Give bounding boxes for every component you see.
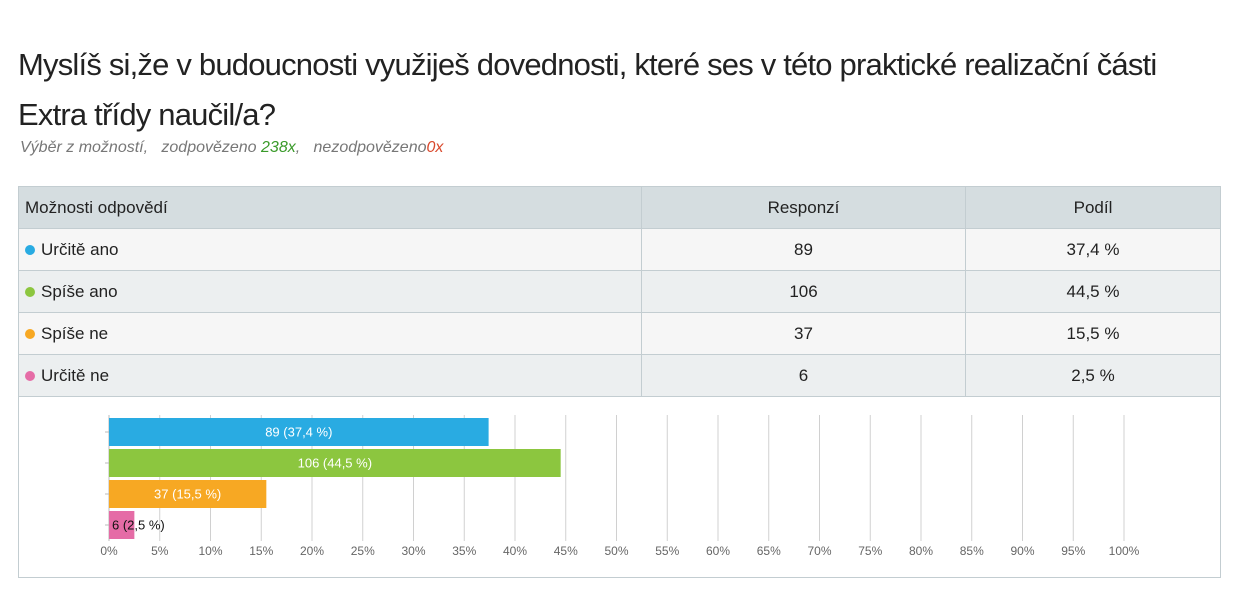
cell-text: 44,5 % — [1066, 281, 1120, 301]
table-row: Spíše ano 106 44,5 % — [18, 270, 1221, 313]
x-tick-label: 85% — [960, 544, 984, 558]
x-tick-label: 40% — [503, 544, 527, 558]
unanswered-label: nezodpovězeno — [313, 139, 427, 156]
cell-text: 2,5 % — [1071, 365, 1115, 385]
cell-text: 15,5 % — [1066, 323, 1120, 343]
legend-dot — [25, 328, 35, 339]
x-tick-label: 25% — [351, 544, 375, 558]
table-cell: 6 — [641, 354, 966, 397]
answered-label: zodpovězeno — [161, 139, 257, 156]
cell-text: 106 — [789, 281, 818, 301]
header-row: Možnosti odpovědí Responzí Podíl — [18, 186, 1221, 229]
bar — [109, 449, 561, 477]
x-tick-label: 70% — [807, 544, 831, 558]
x-tick-label: 75% — [858, 544, 882, 558]
x-tick-label: 95% — [1061, 544, 1085, 558]
results-table: Možnosti odpovědí Responzí Podíl Určitě an… — [18, 186, 1221, 397]
cell-text: Spíše ne — [41, 323, 109, 343]
x-tick-label: 10% — [198, 544, 222, 558]
value-label: 106 (44,5 %) — [298, 455, 372, 470]
bar — [109, 418, 489, 446]
table-row: Spíše ne 37 15,5 % — [18, 312, 1221, 355]
legend-dot — [25, 370, 35, 381]
x-tick-label: 5% — [151, 544, 169, 558]
table-cell: 89 — [641, 228, 966, 271]
x-tick-label: 20% — [300, 544, 324, 558]
x-tick-label: 50% — [604, 544, 628, 558]
column-header: Možnosti odpovědí — [18, 186, 642, 229]
table-cell: 44,5 % — [965, 270, 1221, 313]
cell-text: 37,4 % — [1066, 239, 1120, 259]
x-tick-label: 30% — [401, 544, 425, 558]
legend-dot — [25, 244, 35, 255]
x-tick-label: 100% — [1109, 544, 1140, 558]
x-tick-label: 60% — [706, 544, 730, 558]
table-cell: 2,5 % — [965, 354, 1221, 397]
cell-text: Určitě ano — [41, 239, 119, 259]
column-header: Responzí — [641, 186, 966, 229]
chart-panel — [18, 397, 1221, 578]
x-tick-label: 65% — [757, 544, 781, 558]
x-tick-label: 15% — [249, 544, 273, 558]
unanswered: 0x — [426, 139, 444, 156]
cell-text: Spíše ano — [41, 281, 118, 301]
cell-text: 6 — [798, 365, 809, 385]
title: Myslíš si,že v budoucnosti využiješ dove… — [18, 47, 1157, 132]
value-label: 37 (15,5 %) — [154, 486, 221, 501]
legend-dot — [25, 286, 35, 297]
subtitle: Výběr z možností, zodpovězeno 238x, nezo… — [20, 139, 444, 156]
x-tick-label: 45% — [554, 544, 578, 558]
table-cell: 37,4 % — [965, 228, 1221, 271]
value-label: 6 (2,5 %) — [112, 517, 165, 532]
x-tick-label: 55% — [655, 544, 679, 558]
answered: 238x — [261, 139, 296, 156]
table-cell: Spíše ano — [18, 270, 642, 313]
table-cell: 15,5 % — [965, 312, 1221, 355]
table-row: Určitě ano 89 37,4 % — [18, 228, 1221, 271]
x-tick-label: 0% — [100, 544, 118, 558]
table-row: Určitě ne 6 2,5 % — [18, 354, 1221, 397]
value-label: 89 (37,4 %) — [265, 424, 332, 439]
x-tick-label: 90% — [1010, 544, 1034, 558]
column-header: Podíl — [965, 186, 1221, 229]
table-cell: Spíše ne — [18, 312, 642, 355]
table-cell: 106 — [641, 270, 966, 313]
x-tick-label: 80% — [909, 544, 933, 558]
cell-text: Určitě ne — [41, 365, 110, 385]
cell-text: 37 — [794, 323, 813, 343]
kind: Výběr z možností, — [20, 139, 149, 156]
table-cell: Určitě ano — [18, 228, 642, 271]
bar — [109, 511, 135, 539]
bar — [109, 480, 267, 508]
cell-text: 89 — [794, 239, 813, 259]
table-cell: Určitě ne — [18, 354, 642, 397]
x-tick-label: 35% — [452, 544, 476, 558]
